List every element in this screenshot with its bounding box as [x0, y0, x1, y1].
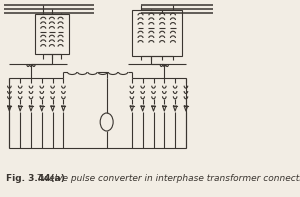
Text: Twelve pulse converter in interphase transformer connection: Twelve pulse converter in interphase tra…: [38, 174, 300, 183]
Text: Fig. 3.44(a): Fig. 3.44(a): [6, 174, 64, 183]
